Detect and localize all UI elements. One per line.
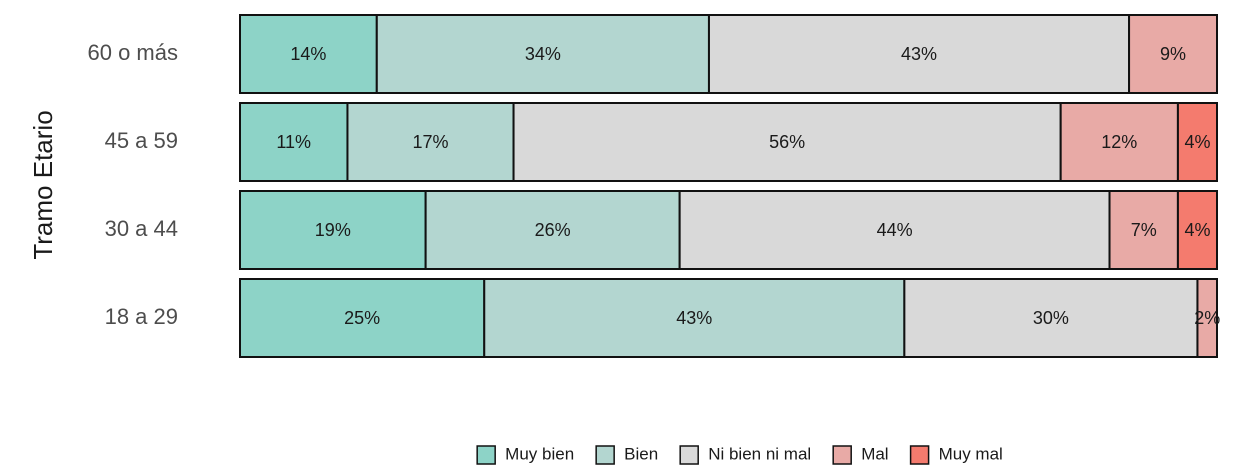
bar-segment xyxy=(678,190,1111,270)
value-label: 25% xyxy=(344,308,380,328)
value-label: 34% xyxy=(525,44,561,64)
bar-segment xyxy=(239,14,378,94)
bar-segment xyxy=(707,14,1131,94)
value-label: 12% xyxy=(1101,132,1137,152)
bar-segment xyxy=(1108,190,1179,270)
value-label: 44% xyxy=(877,220,913,240)
value-label: 14% xyxy=(290,44,326,64)
value-label: 56% xyxy=(769,132,805,152)
legend-swatch xyxy=(595,445,615,465)
y-tick-label: 30 a 44 xyxy=(105,216,178,241)
legend-swatch xyxy=(679,445,699,465)
legend-label: Mal xyxy=(861,444,888,463)
value-label: 17% xyxy=(412,132,448,152)
bar-segment xyxy=(239,102,349,182)
bar-segment xyxy=(1196,278,1218,358)
value-label: 26% xyxy=(535,220,571,240)
value-label: 9% xyxy=(1160,44,1186,64)
legend-swatch xyxy=(832,445,852,465)
value-label: 19% xyxy=(315,220,351,240)
legend-label: Bien xyxy=(624,444,658,463)
legend-label: Ni bien ni mal xyxy=(708,444,811,463)
bar-segment xyxy=(375,14,710,94)
y-tick-label: 18 a 29 xyxy=(105,304,178,329)
bar-segment xyxy=(903,278,1199,358)
bar-segment xyxy=(512,102,1062,182)
value-label: 4% xyxy=(1184,132,1210,152)
y-tick-label: 60 o más xyxy=(88,40,179,65)
bar-segment xyxy=(483,278,906,358)
bar-segment xyxy=(1059,102,1179,182)
y-axis-title: Tramo Etario xyxy=(28,110,58,259)
legend-swatch xyxy=(476,445,496,465)
bar-segment xyxy=(239,190,427,270)
bar-segment xyxy=(1176,102,1219,182)
value-label: 11% xyxy=(276,132,311,152)
bar-segment xyxy=(346,102,515,182)
value-label: 30% xyxy=(1033,308,1069,328)
legend-swatch xyxy=(909,445,930,465)
value-label: 43% xyxy=(676,308,712,328)
legend-label: Muy bien xyxy=(505,444,574,463)
bar-segment xyxy=(1128,14,1218,94)
value-label: 4% xyxy=(1184,220,1210,240)
bar-segment xyxy=(1176,190,1219,270)
y-tick-label: 45 a 59 xyxy=(105,128,178,153)
value-label: 7% xyxy=(1131,220,1157,240)
legend-label: Muy mal xyxy=(939,444,1003,463)
value-label: 2% xyxy=(1194,308,1220,328)
value-label: 43% xyxy=(901,44,937,64)
